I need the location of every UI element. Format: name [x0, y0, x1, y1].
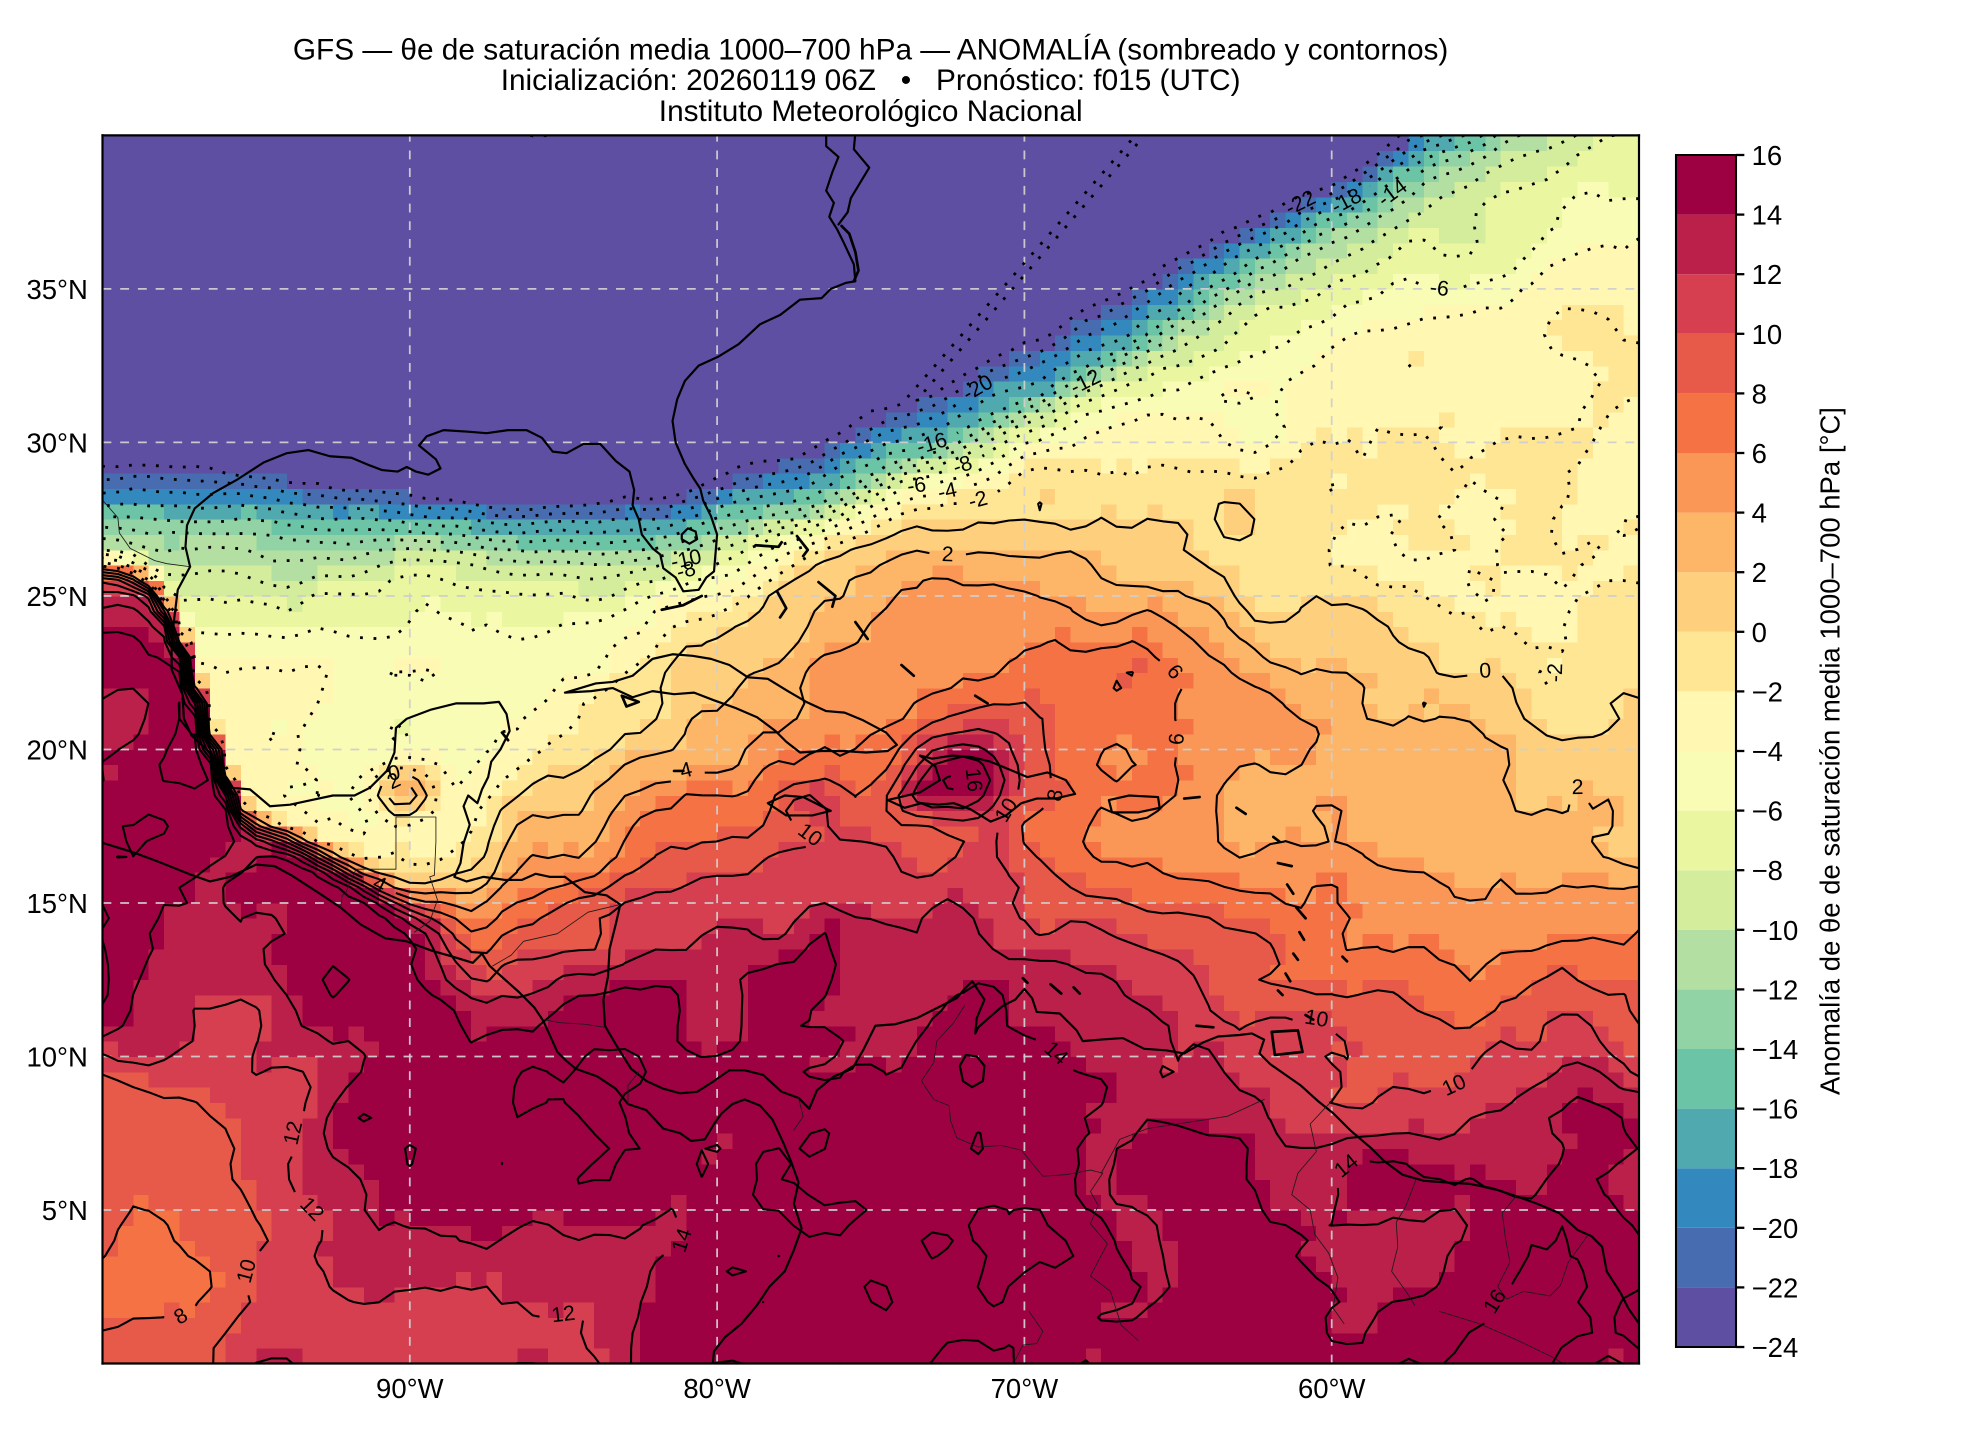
svg-text:−16: −16 [1752, 1094, 1799, 1125]
svg-text:Inicialización: 20260119 06Z: Inicialización: 20260119 06Z • Pronóstic… [501, 64, 1241, 97]
svg-text:8: 8 [1752, 378, 1767, 409]
svg-text:-2: -2 [1543, 663, 1568, 683]
svg-text:−22: −22 [1752, 1272, 1799, 1303]
svg-text:−10: −10 [1752, 915, 1799, 946]
svg-text:16: 16 [1752, 140, 1783, 171]
svg-text:Instituto Meteorológico Nacion: Instituto Meteorológico Nacional [659, 95, 1083, 128]
svg-text:6: 6 [1752, 438, 1767, 469]
svg-text:0: 0 [386, 760, 403, 786]
svg-text:−24: −24 [1752, 1332, 1799, 1363]
svg-text:−6: −6 [1752, 796, 1783, 827]
svg-text:-4: -4 [935, 477, 959, 505]
svg-text:0: 0 [1752, 617, 1767, 648]
svg-text:30°N: 30°N [26, 427, 87, 458]
svg-text:2: 2 [1571, 775, 1583, 799]
svg-text:−4: −4 [1752, 736, 1783, 767]
svg-text:15°N: 15°N [26, 888, 87, 919]
svg-text:−20: −20 [1752, 1213, 1799, 1244]
svg-text:12: 12 [279, 1119, 308, 1147]
svg-text:GFS — θe de saturación media 1: GFS — θe de saturación media 1000–700 hP… [293, 33, 1448, 66]
svg-text:4: 4 [1752, 498, 1767, 529]
svg-text:2: 2 [941, 542, 954, 566]
svg-text:−12: −12 [1752, 974, 1799, 1005]
svg-text:20°N: 20°N [26, 734, 87, 765]
svg-text:10: 10 [232, 1257, 261, 1286]
svg-text:−2: −2 [1752, 676, 1783, 707]
svg-text:12: 12 [550, 1301, 576, 1328]
svg-text:2: 2 [1752, 557, 1767, 588]
svg-text:12: 12 [1752, 259, 1783, 290]
svg-text:4: 4 [677, 757, 695, 783]
svg-text:14: 14 [1752, 200, 1783, 231]
svg-text:8: 8 [1042, 787, 1068, 803]
svg-text:6: 6 [1164, 732, 1189, 745]
svg-text:10°N: 10°N [26, 1041, 87, 1072]
svg-text:−14: −14 [1752, 1034, 1799, 1065]
svg-text:90°W: 90°W [376, 1373, 444, 1404]
svg-text:25°N: 25°N [26, 581, 87, 612]
svg-text:70°W: 70°W [991, 1373, 1059, 1404]
svg-text:80°W: 80°W [683, 1373, 751, 1404]
svg-text:10: 10 [1303, 1005, 1330, 1033]
svg-text:0: 0 [1479, 658, 1492, 683]
svg-text:60°W: 60°W [1298, 1373, 1366, 1404]
svg-text:16: 16 [961, 767, 988, 793]
svg-text:−18: −18 [1752, 1153, 1799, 1184]
svg-text:Anomalía de θe de saturación m: Anomalía de θe de saturación media 1000–… [1814, 407, 1845, 1095]
svg-text:10: 10 [1752, 319, 1783, 350]
svg-text:5°N: 5°N [42, 1195, 88, 1226]
svg-text:-6: -6 [906, 472, 928, 498]
svg-text:-6: -6 [1429, 275, 1450, 301]
svg-text:35°N: 35°N [26, 274, 87, 305]
svg-text:−8: −8 [1752, 855, 1783, 886]
